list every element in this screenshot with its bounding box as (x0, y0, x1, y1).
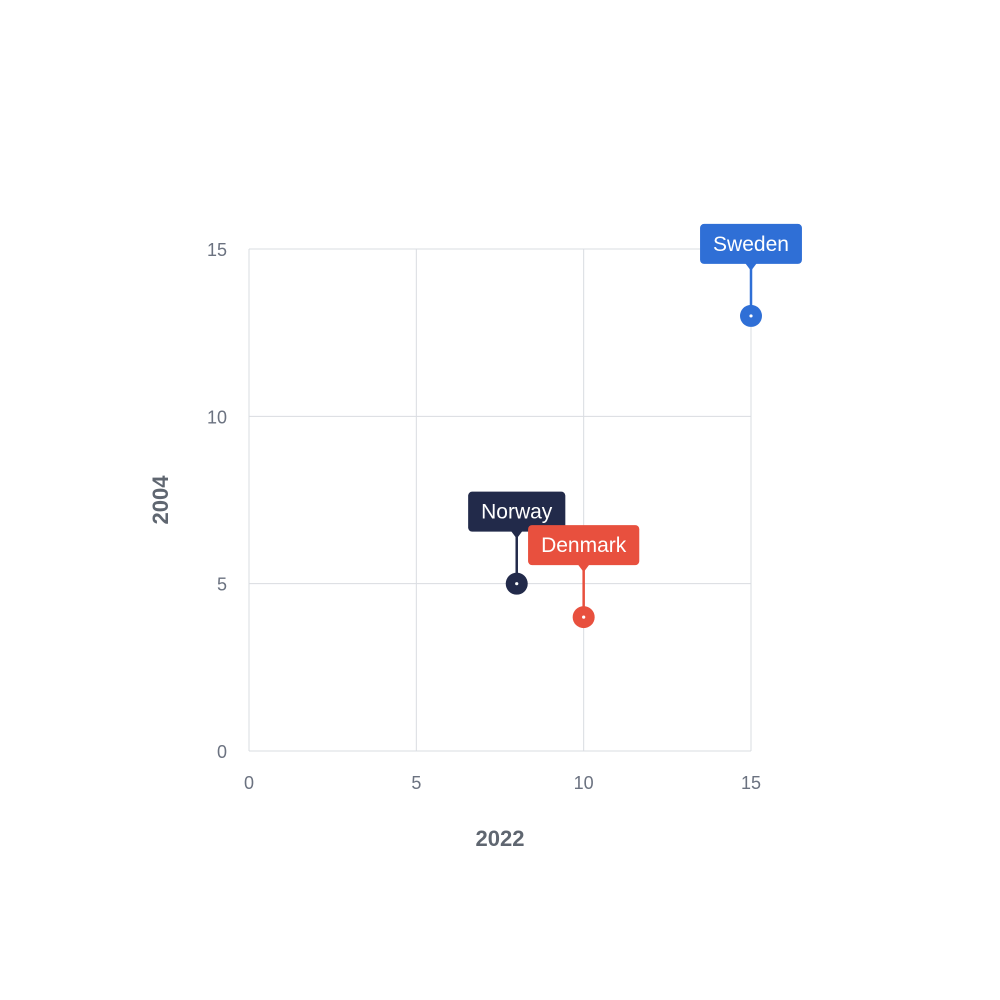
x-tick-label: 0 (244, 773, 254, 793)
x-tick-label: 10 (574, 773, 594, 793)
callout-pointer (510, 530, 523, 539)
data-point-label: Norway (481, 501, 553, 524)
x-tick-label: 5 (411, 773, 421, 793)
callout-box (700, 223, 802, 264)
callout-pointer (577, 564, 590, 573)
axis-titles: 2022 2004 (148, 475, 524, 851)
y-tick-label: 10 (207, 407, 227, 427)
y-axis-title: 2004 (148, 475, 173, 525)
y-tick-label: 0 (217, 742, 227, 762)
callout-box (468, 491, 566, 532)
x-tick-label: 15 (741, 773, 761, 793)
grid (248, 248, 752, 752)
data-point-group: Denmark (528, 525, 640, 629)
callout-pointer (745, 262, 757, 271)
callout-box (528, 525, 640, 566)
data-point-label: Denmark (541, 534, 627, 557)
data-point-label: Sweden (713, 233, 789, 256)
tick-labels: 0 5 10 15 0 5 10 15 (207, 240, 761, 793)
data-point-group: Sweden (700, 223, 802, 327)
data-points: Sweden Norway Denmark (468, 223, 802, 629)
y-tick-label: 15 (207, 240, 227, 260)
data-point-center-dot (515, 582, 519, 586)
data-point-group: Norway (468, 491, 566, 595)
data-point-center-dot (749, 314, 753, 318)
data-point-center-dot (582, 615, 586, 619)
y-tick-label: 5 (217, 575, 227, 595)
x-axis-title: 2022 (476, 826, 525, 851)
